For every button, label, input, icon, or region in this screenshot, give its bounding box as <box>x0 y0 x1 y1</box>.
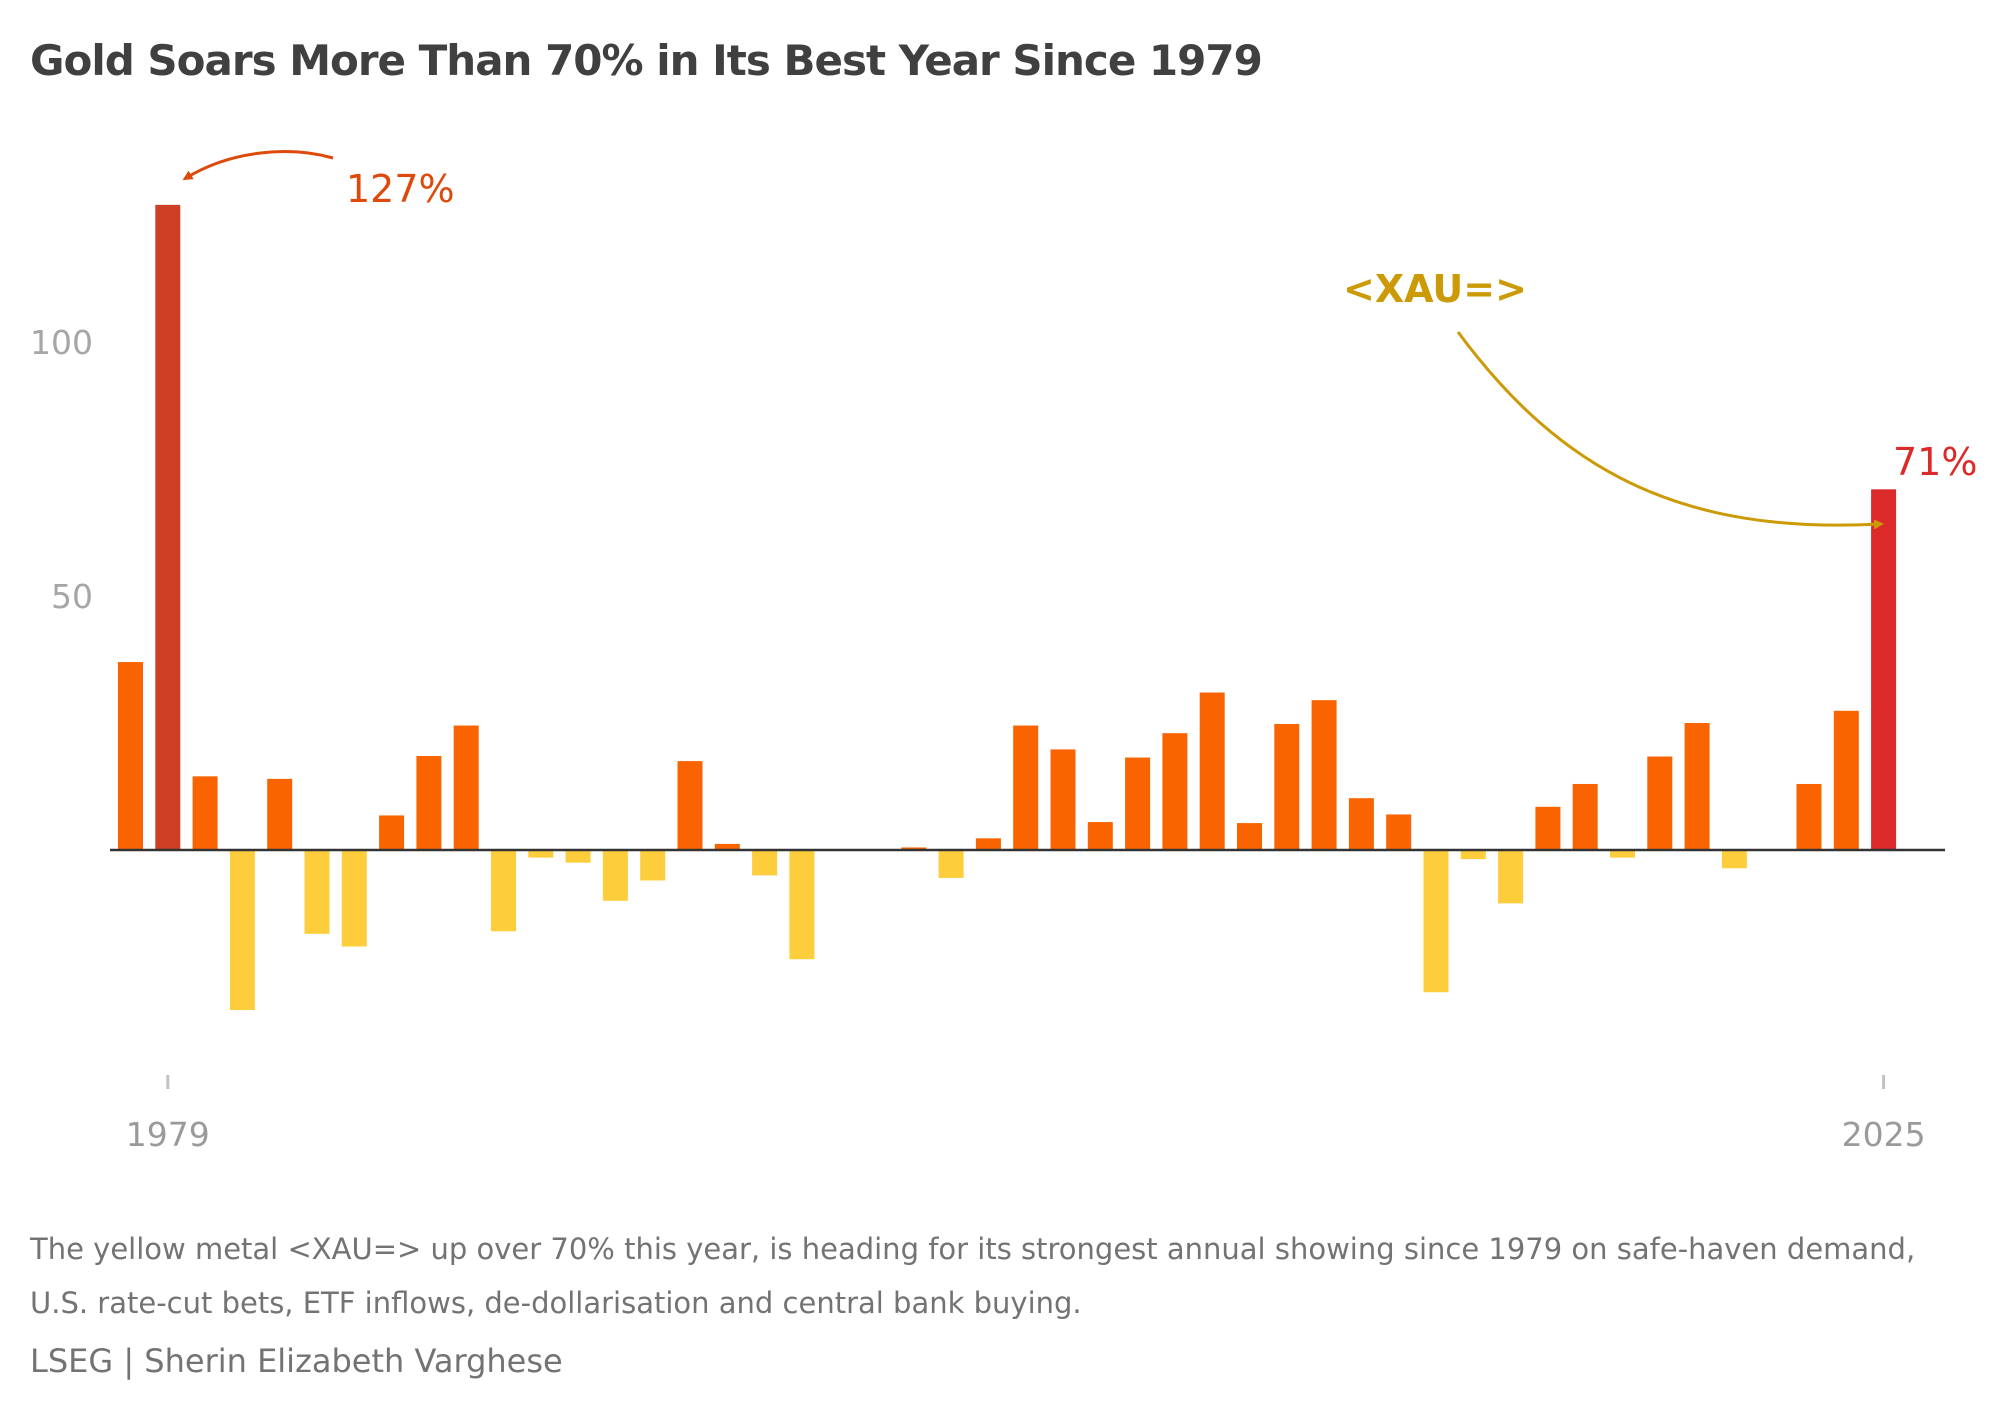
peak-arrow <box>182 150 334 181</box>
bar-1978 <box>118 662 143 850</box>
annotation-71-percent: 71% <box>1893 440 1977 484</box>
bar-2010 <box>1311 700 1337 850</box>
x-tick-label-2025: 2025 <box>1842 1115 1926 1154</box>
bar-2011 <box>1348 798 1374 850</box>
chart-title: Gold Soars More Than 70% in Its Best Yea… <box>30 36 1263 85</box>
bar-1982 <box>267 778 293 850</box>
bar-1994 <box>714 843 740 850</box>
chart-caption: The yellow metal <XAU=> up over 70% this… <box>30 1232 1916 1320</box>
bar-2007 <box>1199 692 1225 850</box>
y-tick-label-100: 100 <box>30 323 93 362</box>
bar-1991 <box>602 850 628 901</box>
bar-1995 <box>752 850 778 876</box>
bar-1984 <box>341 850 367 947</box>
y-tick-label-50: 50 <box>51 577 93 616</box>
bar-2005 <box>1125 757 1151 850</box>
bar-1999 <box>901 847 927 850</box>
bar-2002 <box>1013 725 1039 850</box>
bar-2024 <box>1833 710 1859 850</box>
bar-1979 <box>155 204 181 851</box>
bar-1990 <box>565 850 591 863</box>
bar-1985 <box>379 815 405 850</box>
bar-2013 <box>1423 850 1449 993</box>
xau-arrow <box>1456 331 1884 530</box>
bar-2003 <box>1050 749 1076 850</box>
bar-2025 <box>1871 489 1897 850</box>
bar-1992 <box>640 850 666 881</box>
annotations: 127% 71% <XAU=> <box>182 150 1977 530</box>
bar-1983 <box>304 850 330 934</box>
bar-2014 <box>1460 850 1486 860</box>
annotation-127-percent: 127% <box>346 167 455 211</box>
bar-1996 <box>789 850 815 960</box>
bar-2017 <box>1572 783 1598 850</box>
bar-2000 <box>938 850 964 878</box>
y-axis-ticks: 50 100 <box>30 323 93 616</box>
bar-2001 <box>975 838 1001 850</box>
bar-1986 <box>416 756 442 850</box>
bar-1981 <box>229 850 255 1011</box>
x-axis: 1979 2025 <box>126 1075 1926 1154</box>
bar-2008 <box>1237 823 1262 850</box>
bar-2023 <box>1796 783 1822 850</box>
bar-1989 <box>528 850 554 858</box>
bar-1988 <box>491 850 516 932</box>
bar-2004 <box>1087 822 1113 850</box>
bar-2019 <box>1647 756 1673 850</box>
annotation-xau-ticker: <XAU=> <box>1343 267 1527 311</box>
bar-1980 <box>192 776 218 850</box>
bar-2015 <box>1498 850 1524 904</box>
bar-2006 <box>1162 733 1188 850</box>
bar-1987 <box>453 725 479 850</box>
bar-2020 <box>1684 723 1710 850</box>
bar-2009 <box>1274 724 1300 850</box>
chart-source: LSEG | Sherin Elizabeth Varghese <box>30 1342 563 1380</box>
bar-1993 <box>677 761 703 850</box>
bar-2018 <box>1610 850 1635 858</box>
bar-series <box>118 204 1897 1011</box>
bar-2021 <box>1721 850 1747 869</box>
bar-2016 <box>1535 806 1561 850</box>
bar-2012 <box>1386 814 1412 850</box>
x-tick-label-1979: 1979 <box>126 1115 210 1154</box>
